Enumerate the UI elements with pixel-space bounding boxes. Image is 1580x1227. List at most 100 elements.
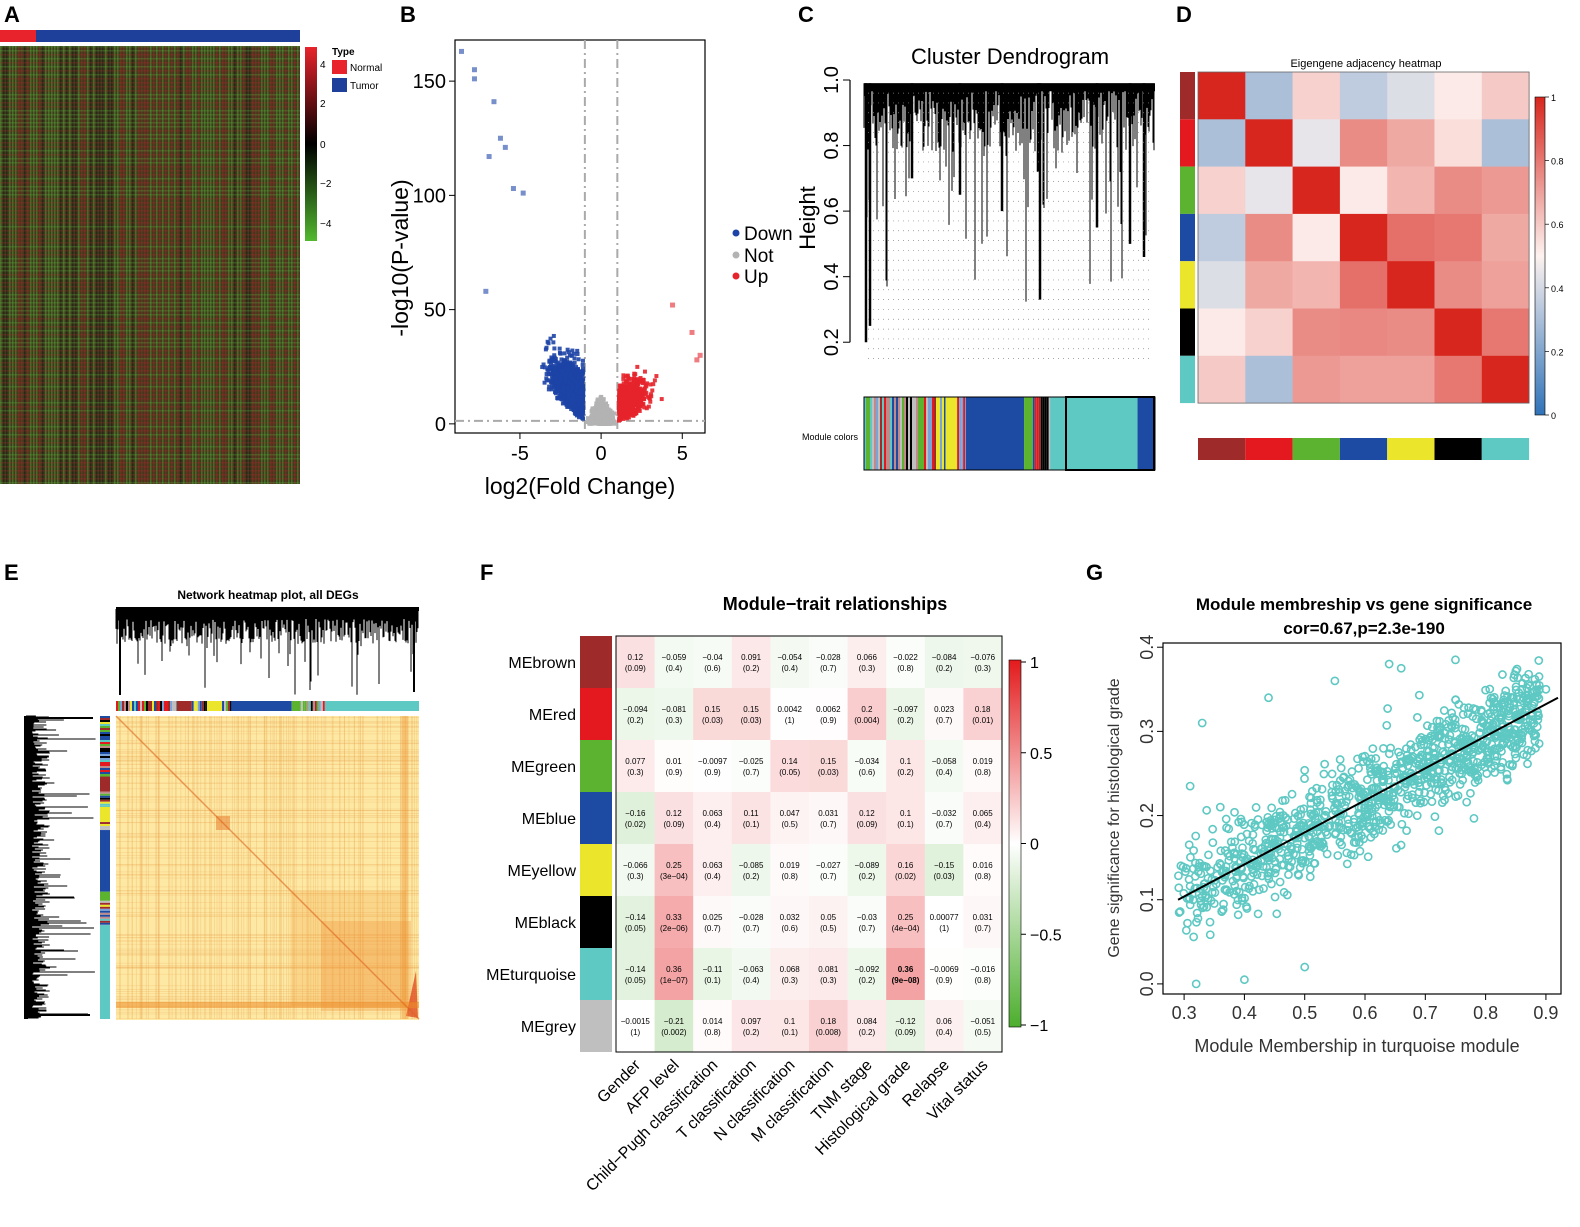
volcano-point-down (491, 99, 497, 105)
trait-cell-value: −0.0015 (621, 1017, 651, 1026)
volcano-point-not (605, 415, 610, 420)
expression-row (0, 266, 300, 268)
expression-column (0, 46, 2, 484)
volcano-point-down (502, 144, 508, 150)
network-left-module-stripe (100, 772, 110, 774)
module-color-stripe (1040, 397, 1043, 470)
network-top-module-stripe (224, 701, 227, 711)
expression-row (0, 206, 300, 208)
adjacency-cell (1481, 308, 1530, 357)
trait-cell-pvalue: (0.4) (704, 872, 721, 881)
trait-cell-value: 0.066 (857, 653, 878, 662)
trait-row-label: MEyellow (508, 863, 577, 880)
colorbar-correlation-tick-label: 0.5 (1030, 746, 1052, 763)
trait-cell (847, 688, 887, 741)
trait-cell-pvalue: (0.2) (743, 664, 760, 673)
module-color-stripe (912, 397, 914, 470)
trait-cell-value: 0.031 (973, 913, 994, 922)
trait-cell (924, 636, 964, 689)
network-left-module-stripe (100, 740, 110, 742)
trait-cell-value: 0.2 (861, 705, 873, 714)
expression-column (291, 46, 293, 484)
volcano-point-up (634, 392, 639, 397)
trait-cell-pvalue: (0.002) (661, 1028, 687, 1037)
trait-cell-value: 0.097 (741, 1017, 762, 1026)
module-color-block (965, 397, 1025, 470)
trait-cell-pvalue: (0.5) (781, 820, 798, 829)
volcano-point-down (555, 366, 560, 371)
trait-cell-pvalue: (0.05) (779, 768, 800, 777)
trait-cell-pvalue: (0.8) (704, 1028, 721, 1037)
trait-cell-value: 0.016 (973, 861, 994, 870)
trait-cell (886, 1000, 926, 1053)
adjacency-cell (1292, 213, 1341, 262)
volcano-point-down (578, 410, 583, 415)
panel-c-cluster-dendrogram: Cluster Dendrogram Height 0.2 0.4 0.6 0.8 1.… (795, 44, 1156, 471)
network-heatmap-structure (115, 715, 420, 1020)
trait-cell-value: 0.12 (666, 809, 682, 818)
expression-column (159, 46, 161, 484)
trait-cell (886, 740, 926, 793)
volcano-point-down (556, 380, 561, 385)
network-left-module-stripe (100, 754, 110, 756)
volcano-point-not (603, 408, 608, 413)
expression-row (0, 202, 300, 204)
trait-cell (654, 688, 694, 741)
trait-cell-value: 0.063 (702, 861, 723, 870)
trait-cell (654, 896, 694, 949)
trait-cell-value: 0.063 (702, 809, 723, 818)
module-colors-label: Module colors (802, 432, 859, 442)
expression-column (297, 46, 299, 484)
panel-letter-d: D (1176, 2, 1192, 27)
expression-column (252, 46, 254, 484)
trait-cell-pvalue: (0.8) (974, 872, 991, 881)
expression-column (225, 46, 227, 484)
expression-row (0, 298, 300, 300)
volcano-point-up (641, 380, 646, 385)
adjacency-cell (1292, 261, 1341, 309)
trait-cell (809, 688, 848, 741)
module-color-stripe (916, 397, 918, 470)
trait-cell-value: 0.077 (625, 757, 646, 766)
trait-grid-frame (615, 635, 1003, 1053)
legend-label-not: Not (744, 246, 774, 267)
membership-point (1414, 690, 1424, 700)
network-top-module-block (206, 701, 223, 711)
network-top-module-stripe (195, 701, 198, 711)
volcano-point-down (573, 373, 578, 378)
volcano-point-down (562, 395, 567, 400)
volcano-point-up (630, 376, 635, 381)
trait-cell-pvalue: (0.6) (704, 664, 721, 673)
expression-row (0, 414, 300, 416)
expression-row (0, 310, 300, 312)
network-top-module-stripe (148, 701, 150, 711)
module-color-stripe (874, 397, 876, 470)
trait-cell-pvalue: (0.09) (895, 1028, 916, 1037)
dendrogram-y-tick-label: 1.0 (821, 66, 843, 94)
expression-column (231, 46, 233, 484)
volcano-point-down (546, 372, 551, 377)
trait-cell (963, 948, 1003, 1001)
network-left-module-block (100, 891, 110, 901)
adjacency-cell (1198, 119, 1246, 167)
volcano-x-label: log2(Fold Change) (485, 473, 676, 499)
panel-letter-f: F (480, 560, 493, 585)
network-top-module-stripe (316, 701, 319, 711)
volcano-point-up (622, 389, 627, 394)
expression-column (96, 46, 98, 484)
volcano-point-down (544, 376, 549, 381)
trait-row-swatch (580, 792, 612, 844)
expression-column (93, 46, 95, 484)
volcano-point-down (567, 397, 572, 402)
module-color-stripe (870, 397, 872, 470)
trait-cell-pvalue: (0.5) (820, 924, 837, 933)
colorbar-expression (305, 47, 317, 241)
expression-column (141, 46, 143, 484)
volcano-point-down (565, 387, 570, 392)
trait-cell-value: −0.03 (857, 913, 878, 922)
volcano-point-down (577, 402, 582, 407)
panel-d-eigengene-adjacency-heatmap: Eigengene adjacency heatmap 1 0.8 0.6 0.4 0.… (1180, 58, 1564, 460)
volcano-point-down (565, 380, 570, 385)
membership-point (1205, 917, 1215, 927)
module-trait-title: Module−trait relationships (723, 594, 948, 614)
